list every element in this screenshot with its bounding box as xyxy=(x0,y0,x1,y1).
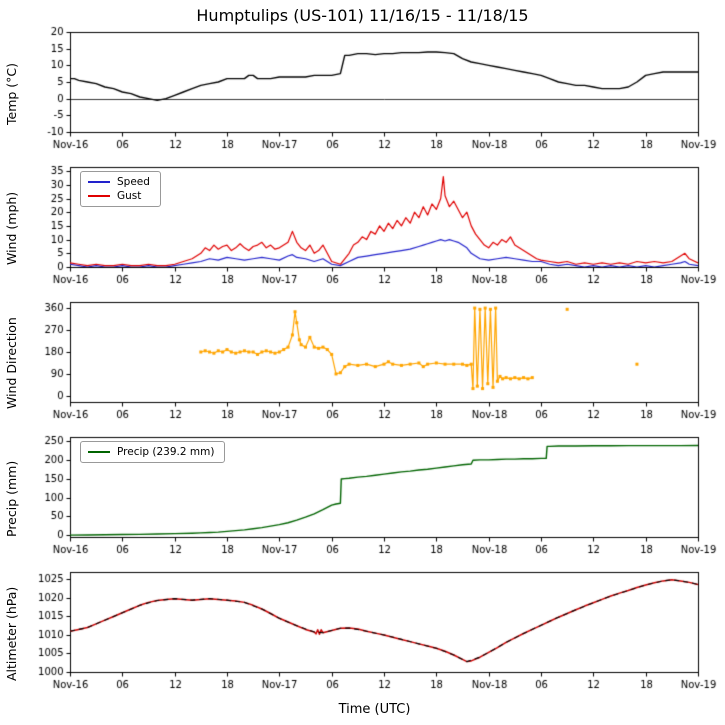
temp-plot-area xyxy=(24,26,725,161)
precip-plot-area: Precip (239.2 mm) xyxy=(24,431,725,566)
precip-legend-entry: Precip (239.2 mm) xyxy=(88,445,214,459)
temp-y-axis-label: Temp (°C) xyxy=(4,62,19,125)
altimeter-chart-row: Altimeter (hPa) xyxy=(0,566,725,701)
speed-legend-label: Speed xyxy=(117,176,150,188)
precip-chart-row: Precip (mm) Precip (239.2 mm) xyxy=(0,431,725,566)
gust-legend-swatch xyxy=(88,195,110,197)
wind-direction-plot-area xyxy=(24,296,725,431)
altimeter-y-axis-label: Altimeter (hPa) xyxy=(4,586,19,681)
temp-chart-row: Temp (°C) xyxy=(0,26,725,161)
wind-direction-chart-row: Wind Direction xyxy=(0,296,725,431)
wind-direction-y-axis-label: Wind Direction xyxy=(4,317,19,410)
wind-plot-area: Speed Gust xyxy=(24,161,725,296)
altimeter-chart-canvas xyxy=(24,566,725,701)
chart-title: Humptulips (US-101) 11/16/15 - 11/18/15 xyxy=(196,6,529,25)
wind-legend-gust-entry: Gust xyxy=(88,189,150,203)
gust-legend-label: Gust xyxy=(117,190,142,202)
altimeter-plot-area xyxy=(24,566,725,701)
wind-chart-row: Wind (mph) Speed Gust xyxy=(0,161,725,296)
precip-legend-label: Precip (239.2 mm) xyxy=(117,446,215,458)
precip-legend-swatch xyxy=(88,451,110,453)
wind-y-axis-label: Wind (mph) xyxy=(4,191,19,266)
precip-legend: Precip (239.2 mm) xyxy=(80,441,226,463)
temp-chart-canvas xyxy=(24,26,725,161)
wind-legend: Speed Gust xyxy=(80,171,161,207)
precip-y-axis-label: Precip (mm) xyxy=(4,460,19,537)
x-axis-label: Time (UTC) xyxy=(338,702,411,717)
speed-legend-swatch xyxy=(88,181,110,183)
wind-direction-chart-canvas xyxy=(24,296,725,431)
wind-legend-speed-entry: Speed xyxy=(88,175,150,189)
